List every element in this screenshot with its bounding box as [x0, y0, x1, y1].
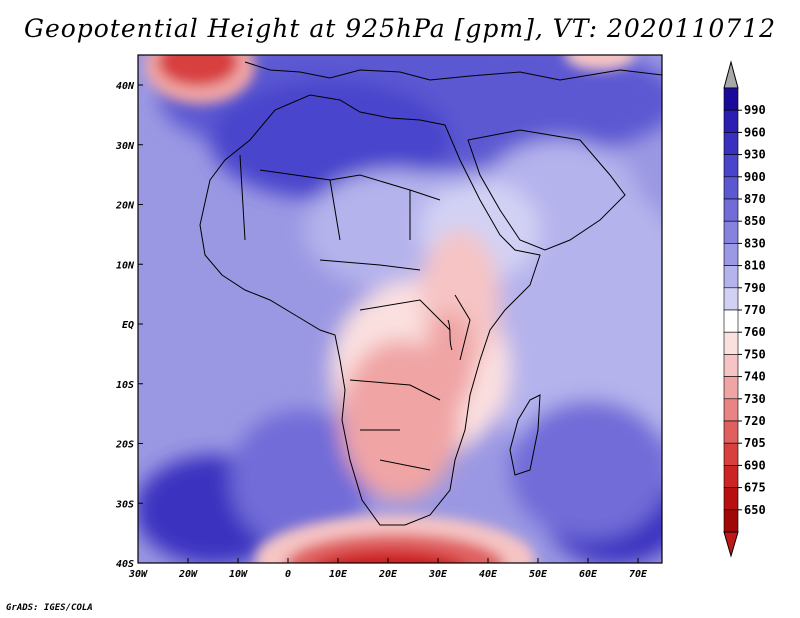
- lon-tick-label: 50E: [529, 569, 548, 580]
- colorbar-level-label: 750: [744, 347, 766, 361]
- colorbar-swatch: [723, 87, 739, 111]
- lat-tick-label: 40N: [116, 81, 135, 92]
- lon-tick-label: 60E: [579, 569, 598, 580]
- colorbar-level-label: 830: [744, 236, 766, 250]
- colorbar-swatch: [723, 265, 739, 289]
- colorbar-swatch: [723, 243, 739, 266]
- lat-tick-label: 20N: [115, 201, 135, 212]
- lat-tick-label: 10S: [116, 380, 134, 391]
- map-frame: [137, 54, 663, 564]
- map-axes: [138, 84, 639, 563]
- colorbar-swatch: [723, 354, 739, 377]
- colorbar-level-label: 675: [744, 481, 766, 495]
- lon-tick-label: 20W: [178, 569, 198, 580]
- lon-tick-label: 20E: [378, 569, 398, 580]
- colorbar-swatch: [723, 376, 739, 400]
- colorbar-swatch: [723, 109, 739, 133]
- colorbar-swatch: [723, 309, 739, 333]
- colorbar-level-label: 720: [744, 414, 766, 428]
- lon-tick-label: 10W: [229, 569, 248, 580]
- colorbar-level-label: 790: [744, 281, 766, 295]
- lat-tick-label: 40S: [116, 559, 134, 570]
- lon-tick-label: 10E: [329, 569, 348, 580]
- map-plot-area: [138, 55, 662, 563]
- map-axis-labels: 30W 20W 10W 0 10E 20E 30E 40E 50E 60E 70E 40N 30N 20N…: [115, 81, 648, 580]
- lat-tick-label: 30S: [115, 499, 134, 510]
- colorbar-level-label: 850: [744, 214, 766, 228]
- colorbar-swatch: [723, 398, 739, 422]
- colorbar-level-label: 740: [744, 370, 766, 384]
- colorbar-swatch: [723, 420, 739, 444]
- lon-tick-label: 30W: [128, 569, 148, 580]
- lat-tick-label: 30N: [115, 141, 135, 152]
- lon-tick-label: 30E: [428, 569, 448, 580]
- colorbar-swatch: [723, 287, 739, 311]
- lon-tick-label: 40E: [479, 569, 498, 580]
- colorbar-swatch: [723, 176, 739, 200]
- colorbar-level-label: 730: [744, 392, 766, 406]
- lat-tick-label: 10N: [116, 260, 135, 271]
- map-title: Geopotential Height at 925hPa [gpm], VT:…: [23, 14, 777, 43]
- colorbar-level-label: 930: [744, 148, 766, 162]
- colorbar-level-label: 760: [744, 325, 766, 339]
- colorbar-level-label: 810: [744, 259, 766, 273]
- colorbar-level-label: 990: [744, 103, 766, 117]
- colorbar-level-label: 705: [744, 436, 766, 450]
- colorbar-swatch: [723, 465, 739, 488]
- colorbar-level-label: 960: [744, 125, 766, 139]
- colorbar-level-label: 870: [744, 192, 766, 206]
- lat-tick-label: 20S: [115, 440, 134, 451]
- lon-tick-label: 0: [285, 569, 291, 580]
- colorbar-swatch: [723, 220, 739, 244]
- colorbar-swatch: [723, 154, 739, 178]
- colorbar: 990 960 930 900 870 850 830 810 790 770 760 750 740 7…: [723, 60, 766, 558]
- colorbar-level-label: 770: [744, 303, 766, 317]
- lon-tick-label: 70E: [629, 569, 648, 580]
- grads-credit: GrADS: IGES/COLA: [6, 603, 93, 613]
- colorbar-swatch: [723, 132, 739, 155]
- colorbar-swatch: [723, 331, 739, 355]
- colorbar-swatch: [723, 509, 739, 533]
- colorbar-under-arrow: [723, 531, 739, 558]
- colorbar-level-label: 690: [744, 458, 766, 472]
- colorbar-swatch: [723, 487, 739, 511]
- colorbar-swatch: [723, 442, 739, 466]
- colorbar-swatch: [723, 198, 739, 222]
- lat-tick-label: EQ: [122, 320, 134, 331]
- colorbar-level-label: 650: [744, 503, 766, 517]
- colorbar-over-arrow: [723, 60, 739, 89]
- colorbar-level-label: 900: [744, 170, 766, 184]
